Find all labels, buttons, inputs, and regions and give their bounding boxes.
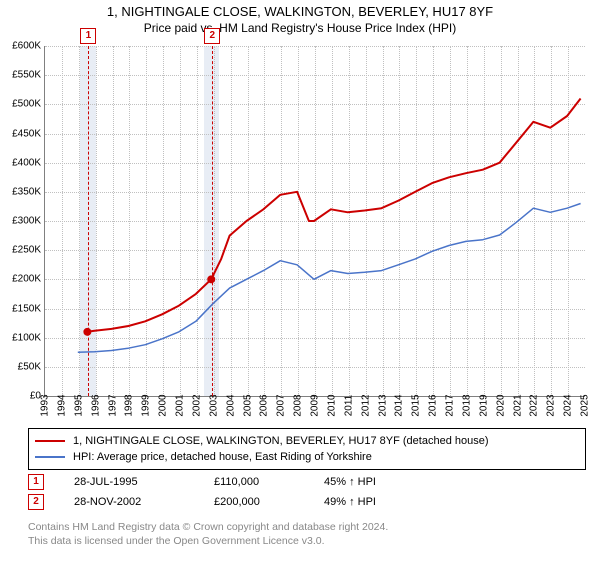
x-axis-label: 2011 xyxy=(343,395,354,417)
legend-item: 1, NIGHTINGALE CLOSE, WALKINGTON, BEVERL… xyxy=(35,433,579,449)
x-axis-label: 2023 xyxy=(546,394,557,416)
x-axis-label: 2000 xyxy=(158,394,169,416)
x-axis-label: 1994 xyxy=(56,394,67,416)
event-marker-box: 1 xyxy=(80,28,96,44)
x-axis-label: 2015 xyxy=(411,394,422,416)
event-marker-box: 2 xyxy=(204,28,220,44)
x-axis-label: 2003 xyxy=(208,394,219,416)
x-axis-label: 2016 xyxy=(428,394,439,416)
legend: 1, NIGHTINGALE CLOSE, WALKINGTON, BEVERL… xyxy=(28,428,586,470)
x-axis-label: 2005 xyxy=(242,394,253,416)
x-axis-label: 1993 xyxy=(40,394,51,416)
x-axis-label: 2009 xyxy=(310,394,321,416)
y-axis-label: £300K xyxy=(12,216,41,227)
x-axis-label: 2019 xyxy=(478,394,489,416)
legend-item: HPI: Average price, detached house, East… xyxy=(35,449,579,465)
legend-label: 1, NIGHTINGALE CLOSE, WALKINGTON, BEVERL… xyxy=(73,435,489,447)
series-dot xyxy=(207,275,215,283)
event-price: £110,000 xyxy=(214,476,324,488)
legend-swatch xyxy=(35,456,65,458)
event-row: 2 28-NOV-2002£200,00049% ↑ HPI xyxy=(28,492,572,512)
legend-swatch xyxy=(35,440,65,442)
y-axis-label: £450K xyxy=(12,128,41,139)
x-axis-label: 2017 xyxy=(445,394,456,416)
y-axis-label: £550K xyxy=(12,70,41,81)
x-axis-label: 2020 xyxy=(495,394,506,416)
x-axis-label: 2024 xyxy=(563,394,574,416)
x-axis-label: 2006 xyxy=(259,394,270,416)
y-axis-label: £400K xyxy=(12,157,41,168)
event-pct: 49% ↑ HPI xyxy=(324,496,434,508)
event-table: 1 28-JUL-1995£110,00045% ↑ HPI 2 28-NOV-200… xyxy=(28,472,572,512)
x-axis-label: 2008 xyxy=(293,394,304,416)
event-row: 1 28-JUL-1995£110,00045% ↑ HPI xyxy=(28,472,572,492)
footnote-line-2: This data is licensed under the Open Gov… xyxy=(28,534,572,548)
y-axis-label: £600K xyxy=(12,41,41,52)
series-hpi xyxy=(78,204,581,353)
series-dot xyxy=(83,328,91,336)
x-axis-label: 2021 xyxy=(512,394,523,416)
y-axis-label: £150K xyxy=(12,303,41,314)
x-axis-label: 1996 xyxy=(90,394,101,416)
title-line-1: 1, NIGHTINGALE CLOSE, WALKINGTON, BEVERL… xyxy=(0,4,600,19)
y-axis-label: £100K xyxy=(12,332,41,343)
event-date: 28-JUL-1995 xyxy=(74,476,214,488)
chart: £0£50K£100K£150K£200K£250K£300K£350K£400… xyxy=(44,46,584,396)
legend-label: HPI: Average price, detached house, East… xyxy=(73,451,372,463)
event-pct: 45% ↑ HPI xyxy=(324,476,434,488)
x-axis-label: 2012 xyxy=(360,394,371,416)
series-price_paid xyxy=(87,99,580,332)
event-marker: 2 xyxy=(28,494,44,510)
footnote-line-1: Contains HM Land Registry data © Crown c… xyxy=(28,520,572,534)
y-axis-label: £500K xyxy=(12,99,41,110)
y-axis-label: £250K xyxy=(12,245,41,256)
x-axis-label: 2007 xyxy=(276,394,287,416)
x-axis-label: 2010 xyxy=(326,394,337,416)
event-date: 28-NOV-2002 xyxy=(74,496,214,508)
y-axis-label: £50K xyxy=(18,361,41,372)
y-axis-label: £350K xyxy=(12,186,41,197)
x-axis-label: 1998 xyxy=(124,394,135,416)
x-axis-label: 1999 xyxy=(141,394,152,416)
event-marker: 1 xyxy=(28,474,44,490)
x-axis-label: 2013 xyxy=(377,394,388,416)
footnote: Contains HM Land Registry data © Crown c… xyxy=(28,520,572,548)
x-axis-label: 2022 xyxy=(529,394,540,416)
y-axis-label: £200K xyxy=(12,274,41,285)
x-axis-label: 2014 xyxy=(394,394,405,416)
x-axis-label: 2004 xyxy=(225,394,236,416)
x-axis-label: 2025 xyxy=(580,394,591,416)
x-axis-label: 2018 xyxy=(461,394,472,416)
x-axis-label: 2002 xyxy=(191,394,202,416)
event-price: £200,000 xyxy=(214,496,324,508)
x-axis-label: 1997 xyxy=(107,394,118,416)
x-axis-label: 1995 xyxy=(73,394,84,416)
x-axis-label: 2001 xyxy=(175,394,186,416)
